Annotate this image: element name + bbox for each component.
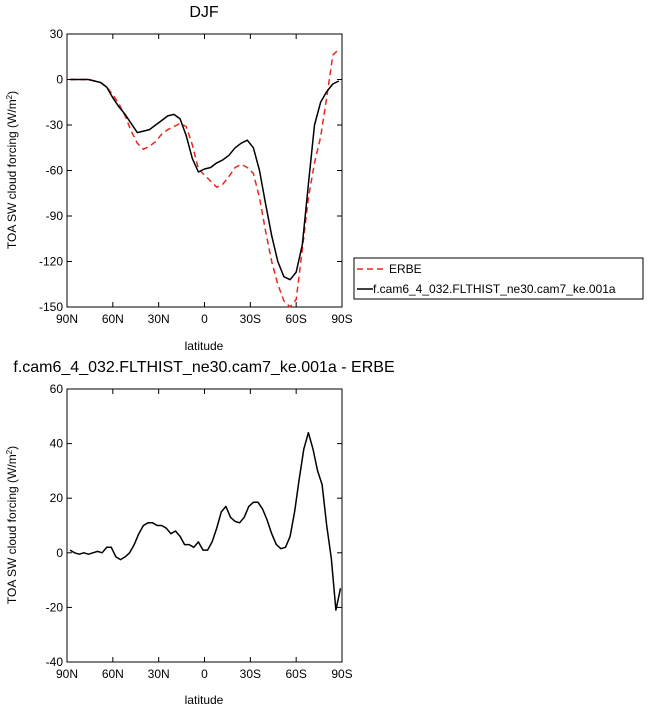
plot-frame xyxy=(66,33,343,308)
y-axis-title-sup: 2 xyxy=(5,94,14,99)
series-line-0 xyxy=(69,431,342,611)
diff-y-axis-title-tail: ) xyxy=(5,446,19,450)
series-line-1 xyxy=(70,78,340,281)
legend-label-erbe: ERBE xyxy=(389,262,422,276)
x-tick-label: 60S xyxy=(285,667,306,681)
y-axis-title-main: TOA SW cloud forcing (W/m xyxy=(5,99,19,249)
x-tick-label: 60N xyxy=(102,667,124,681)
y-tick-label: -60 xyxy=(46,164,64,178)
x-tick-label: 90N xyxy=(56,667,78,681)
y-axis: 30 0 -30 -60 -90 -120 -150 xyxy=(39,27,342,314)
legend: ERBE f.cam6_4_032.FLTHIST_ne30.cam7_ke.0… xyxy=(353,257,644,300)
x-tick-label: 90S xyxy=(331,667,352,681)
diff-plot-frame xyxy=(66,388,343,663)
y-tick-label: -150 xyxy=(39,300,63,314)
diff-y-axis-title: TOA SW cloud forcing (W/m2) xyxy=(5,446,19,604)
x-tick-label: 30N xyxy=(148,312,170,326)
y-tick-label: -20 xyxy=(46,600,64,614)
y-tick-label: -120 xyxy=(39,255,63,269)
x-tick-label: 0 xyxy=(201,667,208,681)
legend-box xyxy=(353,257,644,300)
chart-title: DJF xyxy=(189,4,219,21)
y-tick-label: -90 xyxy=(46,209,64,223)
diff-y-axis-title-sup: 2 xyxy=(5,449,14,454)
y-axis-title-tail: ) xyxy=(5,91,19,95)
y-tick-label: 60 xyxy=(50,382,64,396)
y-tick-label: -40 xyxy=(46,655,64,669)
x-tick-label: 30S xyxy=(240,667,261,681)
x-tick-label: 60S xyxy=(285,312,306,326)
y-tick-label: 20 xyxy=(50,491,64,505)
y-tick-label: 0 xyxy=(56,546,63,560)
legend-label-model: f.cam6_4_032.FLTHIST_ne30.cam7_ke.001a xyxy=(373,282,616,296)
x-tick-label: 60N xyxy=(102,312,124,326)
y-tick-label: 40 xyxy=(50,437,64,451)
x-tick-label: 90N xyxy=(56,312,78,326)
y-tick-label: 30 xyxy=(50,27,64,41)
diff-chart-title: f.cam6_4_032.FLTHIST_ne30.cam7_ke.001a -… xyxy=(13,359,394,376)
x-tick-label: 30N xyxy=(148,667,170,681)
data-lines xyxy=(70,48,340,308)
top-panel: DJF 30 0 -30 -60 -90 -120 -150 90N 60N 30N 0 30S 60… xyxy=(5,4,644,353)
diff-y-axis-title-main: TOA SW cloud forcing (W/m xyxy=(5,454,19,604)
bottom-panel: f.cam6_4_032.FLTHIST_ne30.cam7_ke.001a -… xyxy=(5,359,395,707)
x-axis: 90N 60N 30N 0 30S 60S 90S xyxy=(56,34,353,326)
diff-data-lines xyxy=(69,431,342,611)
x-axis-title: latitude xyxy=(185,339,224,353)
diff-y-axis: 60 40 20 0 -20 -40 xyxy=(46,382,342,669)
y-axis-title: TOA SW cloud forcing (W/m2) xyxy=(5,91,19,249)
x-tick-label: 30S xyxy=(240,312,261,326)
x-tick-label: 0 xyxy=(201,312,208,326)
y-tick-label: 0 xyxy=(56,73,63,87)
diff-x-axis-title: latitude xyxy=(185,693,224,707)
x-tick-label: 90S xyxy=(331,312,352,326)
y-tick-label: -30 xyxy=(46,118,64,132)
series-line-0 xyxy=(70,48,340,308)
diff-x-axis: 90N 60N 30N 0 30S 60S 90S xyxy=(56,389,353,681)
